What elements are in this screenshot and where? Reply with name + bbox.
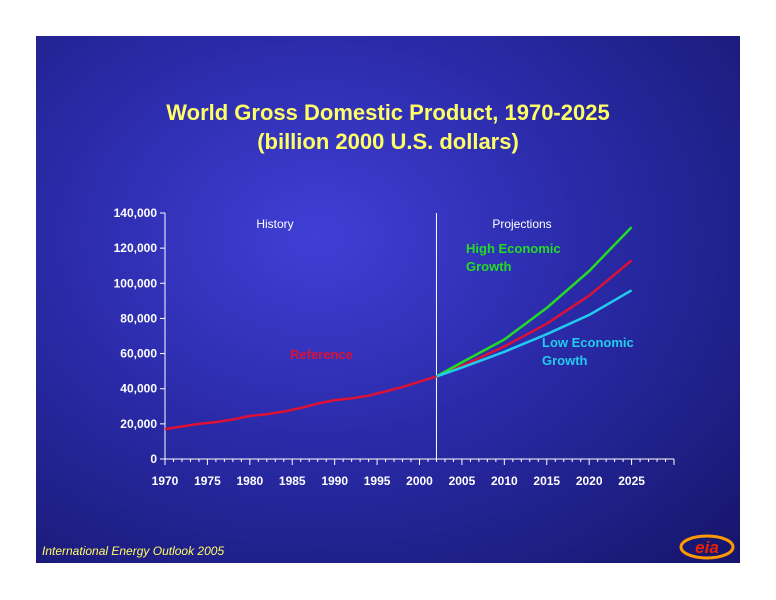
x-tick-label: 1975 — [194, 474, 221, 488]
x-tick-label: 2025 — [618, 474, 645, 488]
series-line-reference — [164, 259, 633, 431]
x-tick-label: 2000 — [406, 474, 433, 488]
slide-background: World Gross Domestic Product, 1970-2025 … — [36, 36, 740, 563]
series-label: Low Economic — [542, 335, 634, 350]
x-tick-label: 2010 — [491, 474, 518, 488]
y-tick-label: 80,000 — [120, 311, 157, 325]
x-tick-label: 1985 — [279, 474, 306, 488]
footer-source: International Energy Outlook 2005 — [42, 544, 225, 558]
y-tick-label: 120,000 — [114, 241, 158, 255]
region-label-history: History — [256, 217, 293, 231]
series-label: Reference — [290, 347, 353, 362]
series-label: Growth — [542, 353, 588, 368]
series-label: Growth — [466, 259, 512, 274]
chart-subtitle: (billion 2000 U.S. dollars) — [257, 129, 519, 154]
y-tick-label: 100,000 — [114, 276, 158, 290]
eia-logo: eia — [679, 534, 735, 560]
region-label-projections: Projections — [492, 217, 551, 231]
x-tick-label: 1995 — [364, 474, 391, 488]
y-tick-label: 60,000 — [120, 347, 157, 361]
y-tick-label: 0 — [150, 452, 157, 466]
x-tick-label: 1970 — [152, 474, 179, 488]
eia-logo-text: eia — [695, 538, 719, 557]
series-line-low-economic-growth — [436, 289, 633, 378]
series-line-high-economic-growth — [435, 226, 633, 378]
x-tick-label: 1980 — [236, 474, 263, 488]
x-tick-label: 2020 — [576, 474, 603, 488]
y-tick-label: 140,000 — [114, 206, 158, 220]
gdp-line-chart: 0 20,000 40,000 60,000 80,000 100,000 120,000 1… — [114, 206, 675, 488]
x-tick-label: 2005 — [449, 474, 476, 488]
x-tick-label: 1990 — [321, 474, 348, 488]
series-label: High Economic — [466, 241, 561, 256]
y-tick-label: 40,000 — [120, 382, 157, 396]
y-tick-label: 20,000 — [120, 417, 157, 431]
chart-title: World Gross Domestic Product, 1970-2025 — [166, 100, 610, 125]
x-tick-label: 2015 — [533, 474, 560, 488]
